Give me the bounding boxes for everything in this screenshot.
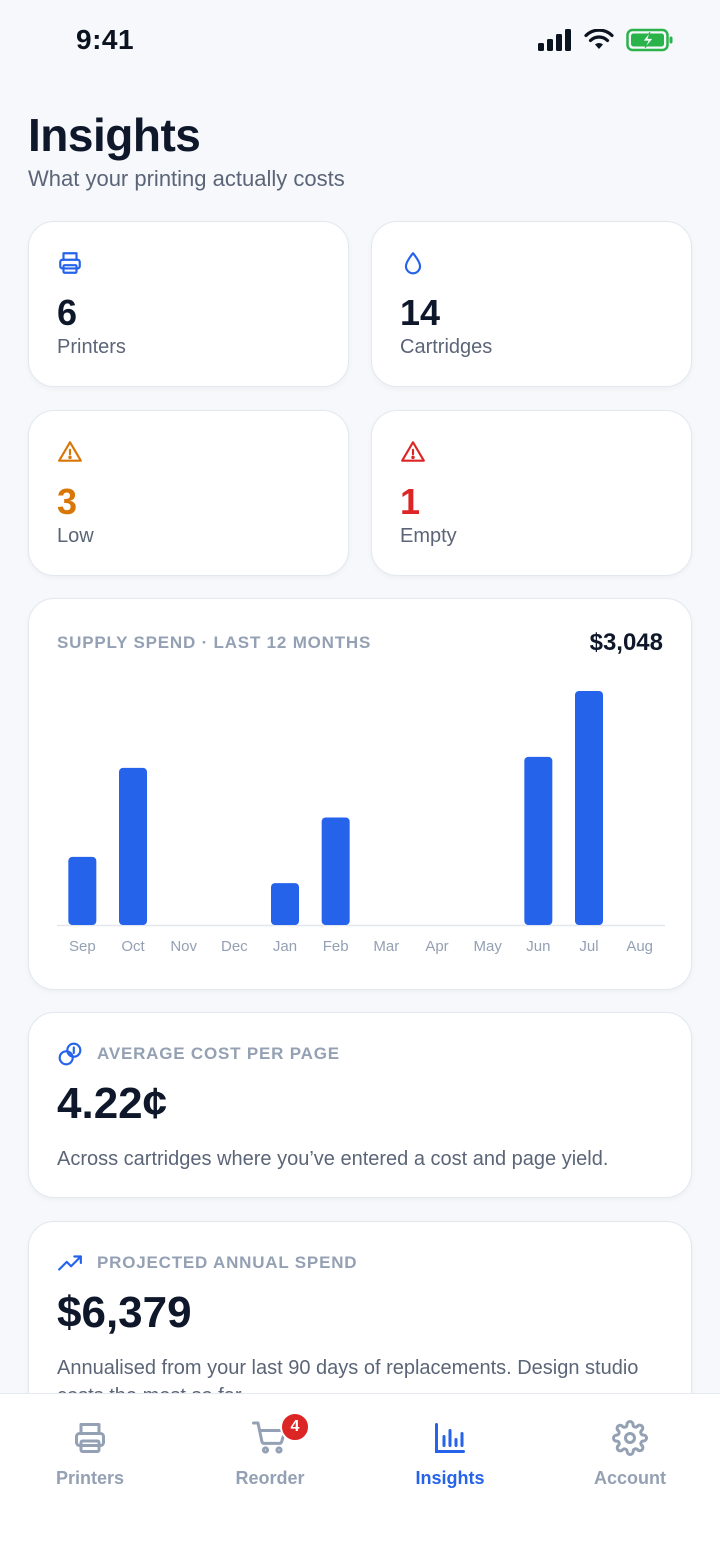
gear-icon bbox=[612, 1420, 648, 1456]
stat-value: 6 bbox=[57, 292, 78, 333]
cost-per-page-label: AVERAGE COST PER PAGE bbox=[97, 1044, 340, 1063]
stat-label: Empty bbox=[400, 525, 457, 547]
signal-icon bbox=[538, 29, 571, 51]
month-label-mar: Mar bbox=[373, 938, 399, 955]
month-label-jul: Jul bbox=[579, 938, 598, 955]
cost-per-page-value: 4.22¢ bbox=[57, 1079, 168, 1128]
stat-label: Printers bbox=[57, 336, 126, 358]
chart-total: $3,048 bbox=[589, 629, 663, 656]
status-bar: 9:41 bbox=[0, 0, 720, 82]
stat-value: 3 bbox=[57, 481, 78, 522]
stat-value: 1 bbox=[400, 481, 421, 522]
month-label-oct: Oct bbox=[121, 938, 145, 955]
stat-card-low[interactable]: 3 Low bbox=[28, 410, 349, 576]
wifi-icon bbox=[584, 29, 614, 49]
tab-printers[interactable]: Printers bbox=[0, 1394, 180, 1504]
month-label-may: May bbox=[473, 938, 502, 955]
tab-label: Reorder bbox=[235, 1468, 305, 1488]
chart-title: SUPPLY SPEND · LAST 12 MONTHS bbox=[57, 633, 372, 652]
bar-jan[interactable] bbox=[271, 883, 299, 925]
bar-chart-icon bbox=[435, 1423, 465, 1453]
bar-jul[interactable] bbox=[575, 691, 603, 925]
month-label-jun: Jun bbox=[526, 938, 550, 955]
cost-per-page-card: AVERAGE COST PER PAGE 4.22¢ Across cartr… bbox=[28, 1012, 692, 1198]
page-title: Insights bbox=[28, 109, 201, 161]
battery-icon bbox=[626, 28, 673, 52]
reorder-badge: 4 bbox=[280, 1412, 310, 1442]
tab-bar: Printers 4 Reorder Insights Account bbox=[0, 1393, 720, 1558]
projected-spend-label: PROJECTED ANNUAL SPEND bbox=[97, 1253, 358, 1272]
ink-drop-icon bbox=[404, 252, 422, 275]
bar-jun[interactable] bbox=[524, 756, 553, 925]
warning-icon bbox=[58, 441, 82, 462]
status-icons bbox=[538, 28, 674, 52]
stat-label: Cartridges bbox=[400, 336, 493, 358]
spend-bar-chart: Sep Oct Nov Dec Jan Feb Mar Apr May Jun Jul Aug bbox=[57, 691, 665, 955]
month-label-sep: Sep bbox=[69, 938, 96, 955]
month-label-aug: Aug bbox=[626, 938, 653, 955]
tab-label: Printers bbox=[55, 1468, 125, 1488]
projected-spend-value: $6,379 bbox=[57, 1288, 192, 1337]
bar-oct[interactable] bbox=[119, 767, 147, 925]
cart-icon bbox=[252, 1421, 287, 1454]
status-time: 9:41 bbox=[76, 24, 135, 55]
stat-card-empty[interactable]: 1 Empty bbox=[371, 410, 692, 576]
stat-card-cartridges[interactable]: 14 Cartridges bbox=[371, 221, 692, 387]
month-label-apr: Apr bbox=[425, 938, 448, 955]
month-label-nov: Nov bbox=[170, 938, 197, 955]
tab-insights[interactable]: Insights bbox=[360, 1394, 540, 1504]
stat-label: Low bbox=[57, 525, 94, 547]
month-label-jan: Jan bbox=[273, 938, 297, 955]
stat-card-printers[interactable]: 6 Printers bbox=[28, 221, 349, 387]
tab-label: Account bbox=[594, 1468, 666, 1488]
tab-account[interactable]: Account bbox=[540, 1394, 720, 1504]
tab-label: Insights bbox=[415, 1468, 485, 1488]
month-label-dec: Dec bbox=[221, 938, 248, 955]
stat-value: 14 bbox=[400, 292, 441, 333]
coins-icon bbox=[58, 1042, 82, 1066]
tab-reorder[interactable]: 4 Reorder bbox=[180, 1394, 360, 1504]
printer-icon bbox=[59, 252, 81, 274]
month-label-feb: Feb bbox=[323, 938, 349, 955]
warning-icon bbox=[401, 441, 425, 462]
bar-sep[interactable] bbox=[68, 856, 97, 925]
supply-spend-card: SUPPLY SPEND · LAST 12 MONTHS $3,048 Sep… bbox=[28, 598, 692, 990]
page-subtitle: What your printing actually costs bbox=[28, 166, 345, 191]
trending-up-icon bbox=[58, 1255, 82, 1271]
bar-feb[interactable] bbox=[321, 817, 350, 925]
cost-per-page-description: Across cartridges where you’ve entered a… bbox=[57, 1148, 609, 1170]
printer-icon bbox=[75, 1423, 105, 1453]
